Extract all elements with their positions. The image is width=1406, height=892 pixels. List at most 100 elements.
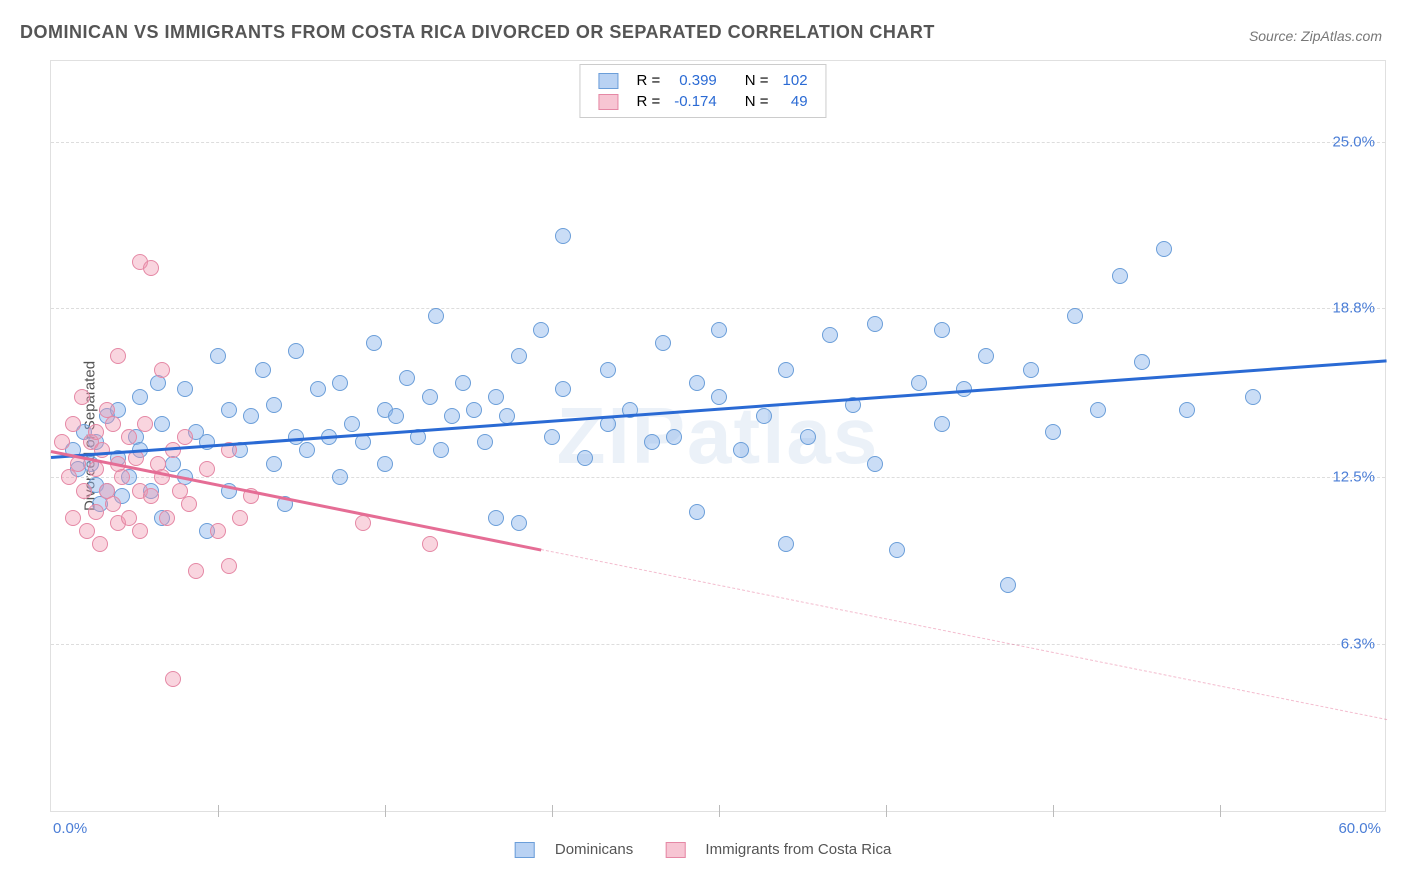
data-point xyxy=(1134,354,1150,370)
data-point xyxy=(76,483,92,499)
data-point xyxy=(188,563,204,579)
n-value: 102 xyxy=(777,71,814,90)
x-tick xyxy=(552,805,553,817)
data-point xyxy=(255,362,271,378)
data-point xyxy=(105,416,121,432)
x-tick xyxy=(218,805,219,817)
data-point xyxy=(88,461,104,477)
data-point xyxy=(54,434,70,450)
data-point xyxy=(199,461,215,477)
data-point xyxy=(121,510,137,526)
gridline xyxy=(51,477,1385,478)
data-point xyxy=(689,504,705,520)
x-tick xyxy=(385,805,386,817)
data-point xyxy=(355,515,371,531)
data-point xyxy=(466,402,482,418)
data-point xyxy=(422,389,438,405)
data-point xyxy=(110,348,126,364)
data-point xyxy=(533,322,549,338)
x-axis-min-label: 0.0% xyxy=(53,820,87,837)
data-point xyxy=(159,510,175,526)
data-point xyxy=(128,450,144,466)
x-tick xyxy=(719,805,720,817)
data-point xyxy=(181,496,197,512)
data-point xyxy=(433,442,449,458)
data-point xyxy=(778,362,794,378)
r-label: R = xyxy=(630,71,666,90)
legend-swatch xyxy=(598,73,618,89)
data-point xyxy=(1000,577,1016,593)
correlation-legend: R =0.399N =102R =-0.174N =49 xyxy=(579,64,826,118)
data-point xyxy=(88,504,104,520)
data-point xyxy=(210,348,226,364)
data-point xyxy=(689,375,705,391)
data-point xyxy=(511,515,527,531)
data-point xyxy=(1067,308,1083,324)
data-point xyxy=(822,327,838,343)
data-point xyxy=(288,343,304,359)
data-point xyxy=(232,510,248,526)
gridline xyxy=(51,644,1385,645)
n-value: 49 xyxy=(777,92,814,111)
gridline xyxy=(51,308,1385,309)
data-point xyxy=(355,434,371,450)
legend-swatch xyxy=(665,842,685,858)
legend-label: Dominicans xyxy=(555,841,633,858)
data-point xyxy=(221,402,237,418)
data-point xyxy=(555,228,571,244)
data-point xyxy=(511,348,527,364)
data-point xyxy=(655,335,671,351)
data-point xyxy=(121,429,137,445)
data-point xyxy=(1112,268,1128,284)
data-point xyxy=(1023,362,1039,378)
data-point xyxy=(65,510,81,526)
data-point xyxy=(889,542,905,558)
data-point xyxy=(934,322,950,338)
data-point xyxy=(61,469,77,485)
x-tick xyxy=(1053,805,1054,817)
data-point xyxy=(455,375,471,391)
data-point xyxy=(1156,241,1172,257)
y-tick-label: 25.0% xyxy=(1332,133,1375,150)
data-point xyxy=(477,434,493,450)
data-point xyxy=(243,408,259,424)
n-label: N = xyxy=(739,71,775,90)
data-point xyxy=(266,397,282,413)
r-value: -0.174 xyxy=(668,92,723,111)
data-point xyxy=(79,523,95,539)
data-point xyxy=(1179,402,1195,418)
data-point xyxy=(177,429,193,445)
data-point xyxy=(137,416,153,432)
legend-label: Immigrants from Costa Rica xyxy=(705,841,891,858)
data-point xyxy=(299,442,315,458)
data-point xyxy=(143,260,159,276)
data-point xyxy=(1045,424,1061,440)
data-point xyxy=(74,389,90,405)
data-point xyxy=(199,434,215,450)
data-point xyxy=(867,456,883,472)
data-point xyxy=(132,389,148,405)
y-tick-label: 18.8% xyxy=(1332,300,1375,317)
data-point xyxy=(428,308,444,324)
y-tick-label: 6.3% xyxy=(1341,635,1375,652)
data-point xyxy=(92,536,108,552)
data-point xyxy=(600,362,616,378)
chart-title: DOMINICAN VS IMMIGRANTS FROM COSTA RICA … xyxy=(20,22,935,43)
data-point xyxy=(422,536,438,552)
data-point xyxy=(488,510,504,526)
data-point xyxy=(366,335,382,351)
data-point xyxy=(399,370,415,386)
data-point xyxy=(165,442,181,458)
data-point xyxy=(310,381,326,397)
data-point xyxy=(105,496,121,512)
r-value: 0.399 xyxy=(668,71,723,90)
x-axis-max-label: 60.0% xyxy=(1338,820,1381,837)
legend-swatch xyxy=(598,94,618,110)
data-point xyxy=(555,381,571,397)
data-point xyxy=(88,424,104,440)
data-point xyxy=(867,316,883,332)
data-point xyxy=(221,558,237,574)
data-point xyxy=(488,389,504,405)
data-point xyxy=(377,456,393,472)
data-point xyxy=(666,429,682,445)
